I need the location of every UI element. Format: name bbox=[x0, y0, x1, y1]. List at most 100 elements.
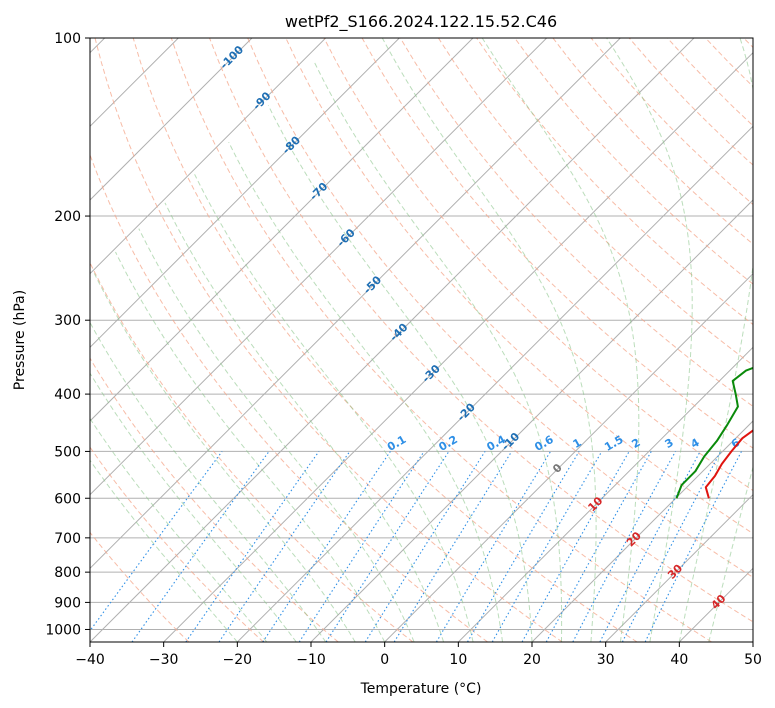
mixing-ratio-line bbox=[90, 451, 223, 632]
dry-adiabat bbox=[247, 38, 753, 578]
isotherm-line bbox=[90, 38, 253, 201]
mixing-ratio-label: 4 bbox=[688, 436, 701, 451]
dry-adiabat bbox=[90, 357, 339, 642]
y-axis: 100 200 300 400 500 600 700 800 900 1000 bbox=[45, 31, 90, 638]
y-tick-label: 200 bbox=[54, 209, 81, 225]
temperature-profile bbox=[704, 429, 753, 499]
dry-adiabat bbox=[94, 38, 563, 642]
plot-area: 0.10.20.40.611.52346810131620253036-100-… bbox=[90, 38, 768, 642]
moist-adiabat bbox=[138, 228, 415, 642]
isotherm-line bbox=[90, 38, 327, 275]
moist-adiabat bbox=[314, 62, 563, 642]
mixing-ratio-label: 6 bbox=[729, 436, 742, 451]
mixing-ratio-line bbox=[621, 451, 722, 642]
mixing-ratio-line bbox=[325, 451, 450, 642]
moist-adiabat bbox=[381, 38, 597, 642]
x-axis: −40 −30 −20 −10 0 10 20 30 40 50 bbox=[75, 642, 762, 668]
chart-title: wetPf2_S166.2024.122.15.52.C46 bbox=[285, 12, 557, 32]
mixing-ratio-line bbox=[572, 451, 676, 642]
dry-adiabat bbox=[90, 446, 264, 642]
isotherm-line bbox=[90, 38, 400, 349]
moist-adiabat bbox=[194, 174, 474, 642]
mixing-ratio-label: 0.2 bbox=[437, 433, 460, 454]
dry-adiabat bbox=[90, 531, 190, 642]
y-tick-label: 500 bbox=[54, 444, 81, 460]
mixing-ratio-line bbox=[467, 451, 580, 642]
mixing-ratio-line bbox=[131, 451, 270, 642]
dry-adiabat bbox=[209, 38, 753, 623]
isotherm-line bbox=[90, 38, 695, 642]
y-tick-label: 700 bbox=[54, 531, 81, 547]
mixing-ratio-label: 1.5 bbox=[602, 433, 625, 454]
moist-adiabat bbox=[708, 465, 753, 642]
y-tick-label: 600 bbox=[54, 491, 81, 507]
isotherm-line bbox=[457, 346, 753, 642]
isotherm-line bbox=[384, 272, 753, 642]
y-tick-label: 1000 bbox=[45, 622, 81, 638]
mixing-ratio-line bbox=[218, 451, 351, 642]
dry-adiabat bbox=[132, 38, 638, 642]
dry-adiabat bbox=[361, 38, 753, 449]
moist-adiabat bbox=[164, 202, 445, 642]
isotherm-line bbox=[90, 38, 548, 496]
dry-adiabat bbox=[705, 38, 753, 88]
y-tick-label: 100 bbox=[54, 31, 81, 47]
dry-adiabat bbox=[514, 38, 753, 285]
dry-adiabat bbox=[323, 38, 753, 492]
mixing-ratio-line bbox=[545, 451, 652, 642]
isotherm-line bbox=[90, 38, 474, 422]
isotherm-line bbox=[310, 199, 753, 642]
x-tick-label: −30 bbox=[149, 652, 179, 668]
isotherm-line bbox=[678, 567, 753, 642]
moist-adiabat bbox=[228, 141, 503, 642]
dry-adiabat bbox=[437, 38, 753, 366]
moist-adiabat bbox=[678, 38, 753, 642]
dry-adiabat bbox=[399, 38, 753, 408]
dry-adiabat bbox=[590, 38, 753, 206]
isotherm-line bbox=[531, 420, 753, 642]
mixing-ratio-line bbox=[262, 451, 391, 642]
x-axis-title: Temperature (°C) bbox=[360, 681, 482, 697]
mixing-ratio-label: 8 bbox=[755, 436, 768, 451]
y-tick-label: 800 bbox=[54, 565, 81, 581]
x-tick-label: 10 bbox=[449, 652, 467, 668]
mixing-ratio-line bbox=[521, 451, 630, 642]
isotherm-line bbox=[163, 51, 753, 642]
dewpoint-profile bbox=[675, 366, 753, 499]
mixing-ratio-label: 0.6 bbox=[532, 433, 556, 454]
isotherm-label: 10 bbox=[585, 494, 605, 514]
x-tick-label: −40 bbox=[75, 652, 105, 668]
moist-adiabat bbox=[90, 372, 297, 642]
moist-adiabat bbox=[90, 459, 238, 642]
isotherm-line bbox=[236, 125, 753, 642]
moist-adiabat bbox=[90, 321, 327, 642]
moist-adiabat bbox=[606, 38, 693, 642]
dry-adiabat bbox=[743, 38, 753, 49]
plot-frame bbox=[89, 37, 754, 643]
y-axis-title: Pressure (hPa) bbox=[12, 290, 28, 390]
dry-adiabat bbox=[170, 38, 712, 642]
mixing-ratio-label: 2 bbox=[630, 436, 643, 451]
isotherm-line bbox=[90, 38, 621, 570]
y-tick-label: 400 bbox=[54, 387, 81, 403]
moist-adiabat bbox=[115, 251, 386, 642]
dry-adiabat bbox=[667, 38, 753, 127]
mixing-ratio-label: 0.1 bbox=[385, 433, 408, 454]
moist-adiabat bbox=[93, 273, 356, 642]
x-tick-label: 0 bbox=[380, 652, 389, 668]
y-tick-label: 900 bbox=[54, 595, 81, 611]
x-tick-label: 50 bbox=[744, 652, 762, 668]
mixing-ratio-label: 3 bbox=[663, 436, 676, 451]
moist-adiabat bbox=[90, 417, 268, 642]
x-tick-label: −20 bbox=[223, 652, 253, 668]
isotherm-line bbox=[605, 493, 753, 642]
moist-adiabat bbox=[481, 38, 640, 642]
x-tick-label: 20 bbox=[523, 652, 541, 668]
isotherm-line bbox=[752, 641, 753, 642]
mixing-ratio-line bbox=[185, 451, 320, 642]
y-tick-label: 300 bbox=[54, 313, 81, 329]
mixing-ratio-line bbox=[298, 451, 425, 642]
mixing-ratio-line bbox=[644, 451, 742, 642]
x-tick-label: −10 bbox=[296, 652, 326, 668]
